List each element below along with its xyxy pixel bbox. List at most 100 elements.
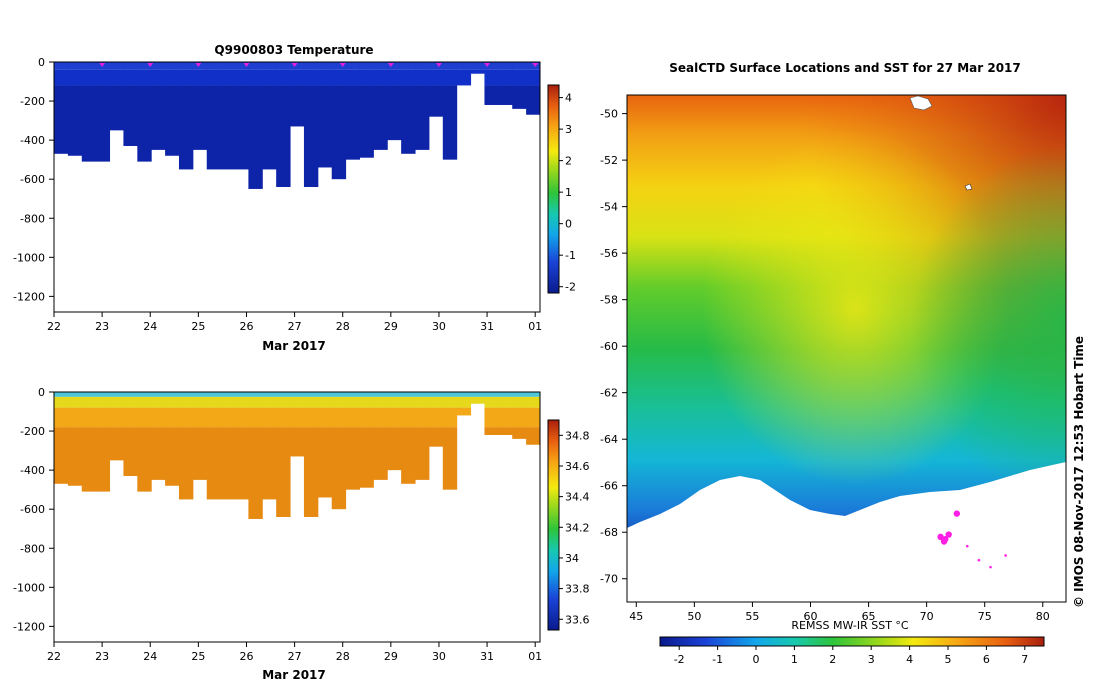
data-cell: [498, 427, 513, 435]
data-cell: [526, 85, 541, 115]
data-cell: [109, 85, 124, 131]
sst-colorbar-tick-label: 0: [753, 653, 760, 666]
data-cell: [234, 396, 249, 408]
data-cell: [442, 407, 458, 428]
x-tick-label: 30: [432, 650, 446, 663]
lat-tick-label: -68: [600, 526, 618, 539]
data-cell: [137, 396, 152, 408]
data-cell: [387, 427, 402, 471]
data-cell: [331, 392, 347, 397]
data-cell: [512, 427, 527, 439]
y-tick-label: 0: [38, 56, 45, 69]
profile-marker: [387, 63, 394, 67]
data-cell: [387, 85, 402, 141]
data-cell: [206, 392, 222, 397]
antarctica-landmass: [627, 462, 1066, 602]
sst-colorbar-tick-label: 3: [868, 653, 875, 666]
temperature-colorbar-ticks: 4 3 2 1 0 -1 -2: [559, 92, 576, 294]
data-cell: [401, 427, 416, 484]
x-tick-label: 27: [288, 650, 302, 663]
colorbar-tick-label: 3: [565, 123, 572, 136]
x-tick-label: 24: [143, 650, 157, 663]
data-cell: [359, 62, 374, 70]
salinity-colorbar: [547, 419, 560, 631]
temperature-x-label: Mar 2017: [262, 339, 326, 353]
data-cell: [220, 62, 236, 70]
data-cell: [290, 396, 305, 408]
data-cell: [234, 69, 249, 86]
data-cell: [290, 407, 305, 428]
profile-marker: [195, 63, 202, 67]
colorbar-tick-label: 34.6: [565, 460, 590, 473]
data-cell: [248, 85, 263, 189]
y-tick-label: -200: [20, 95, 45, 108]
data-cell: [470, 69, 485, 74]
data-cell: [137, 407, 152, 428]
data-cell: [498, 396, 513, 408]
salinity-x-axis: 22 23 24 25 26 27 28 29 30 31 01: [47, 642, 542, 663]
data-cell: [262, 396, 277, 408]
lat-tick-label: -54: [600, 201, 618, 214]
data-cell: [220, 396, 236, 408]
data-cell: [67, 85, 83, 156]
data-cell: [234, 62, 249, 70]
profile-markers: [99, 63, 539, 67]
data-cell: [442, 62, 458, 70]
data-cell: [470, 392, 485, 397]
data-cell: [206, 85, 222, 170]
data-cell: [206, 69, 222, 86]
data-cell: [81, 396, 97, 408]
data-cell: [331, 427, 347, 510]
data-cell: [248, 69, 263, 86]
x-tick-label: 27: [288, 320, 302, 333]
data-cell: [123, 427, 138, 476]
data-cell: [234, 407, 249, 428]
data-cell: [345, 392, 360, 397]
lat-tick-label: -62: [600, 387, 618, 400]
data-cell: [248, 396, 263, 408]
data-cell: [303, 427, 319, 517]
data-cell: [373, 69, 388, 86]
data-cell: [331, 85, 347, 180]
data-cell: [290, 392, 305, 397]
salinity-colorbar-ticks: 34.8 34.6 34.4 34.2 34 33.8 33.6: [559, 429, 590, 626]
data-cell: [248, 407, 263, 428]
data-cell: [137, 69, 152, 86]
data-cell: [290, 427, 305, 457]
data-cell: [401, 407, 416, 428]
data-cell: [401, 392, 416, 397]
sst-colorbar-ticks: -2 -1 0 1 2 3 4 5 6 7: [674, 646, 1028, 666]
data-cell: [81, 85, 97, 162]
data-cell: [206, 62, 222, 70]
salinity-plot-frame: [53, 391, 541, 643]
data-cell: [192, 427, 208, 480]
data-cell: [498, 392, 513, 397]
temperature-x-axis: 22 23 24 25 26 27 28 29 30 31 01: [47, 312, 542, 333]
data-cell: [192, 85, 208, 150]
lon-tick-label: 80: [1036, 610, 1050, 623]
y-tick-label: -800: [20, 212, 45, 225]
data-cell: [248, 62, 263, 70]
seal-location: [953, 510, 961, 517]
x-tick-label: 28: [336, 650, 350, 663]
data-cell: [442, 392, 458, 397]
data-cell: [526, 427, 541, 445]
data-cell: [484, 392, 499, 397]
data-cell: [276, 392, 291, 397]
data-cell: [512, 69, 527, 86]
data-cell: [359, 396, 374, 408]
data-cell: [151, 85, 166, 150]
data-cell: [512, 62, 527, 70]
data-cell: [317, 69, 333, 86]
data-cell: [290, 69, 305, 86]
data-cell: [345, 62, 360, 70]
data-cell: [262, 62, 277, 70]
data-cell: [67, 427, 83, 486]
seal-location: [989, 565, 992, 569]
data-cell: [498, 69, 513, 86]
data-cell: [428, 69, 444, 86]
data-cell: [317, 85, 333, 168]
data-cell: [428, 396, 444, 408]
colorbar-tick-label: 0: [565, 218, 572, 231]
data-cell: [262, 69, 277, 86]
